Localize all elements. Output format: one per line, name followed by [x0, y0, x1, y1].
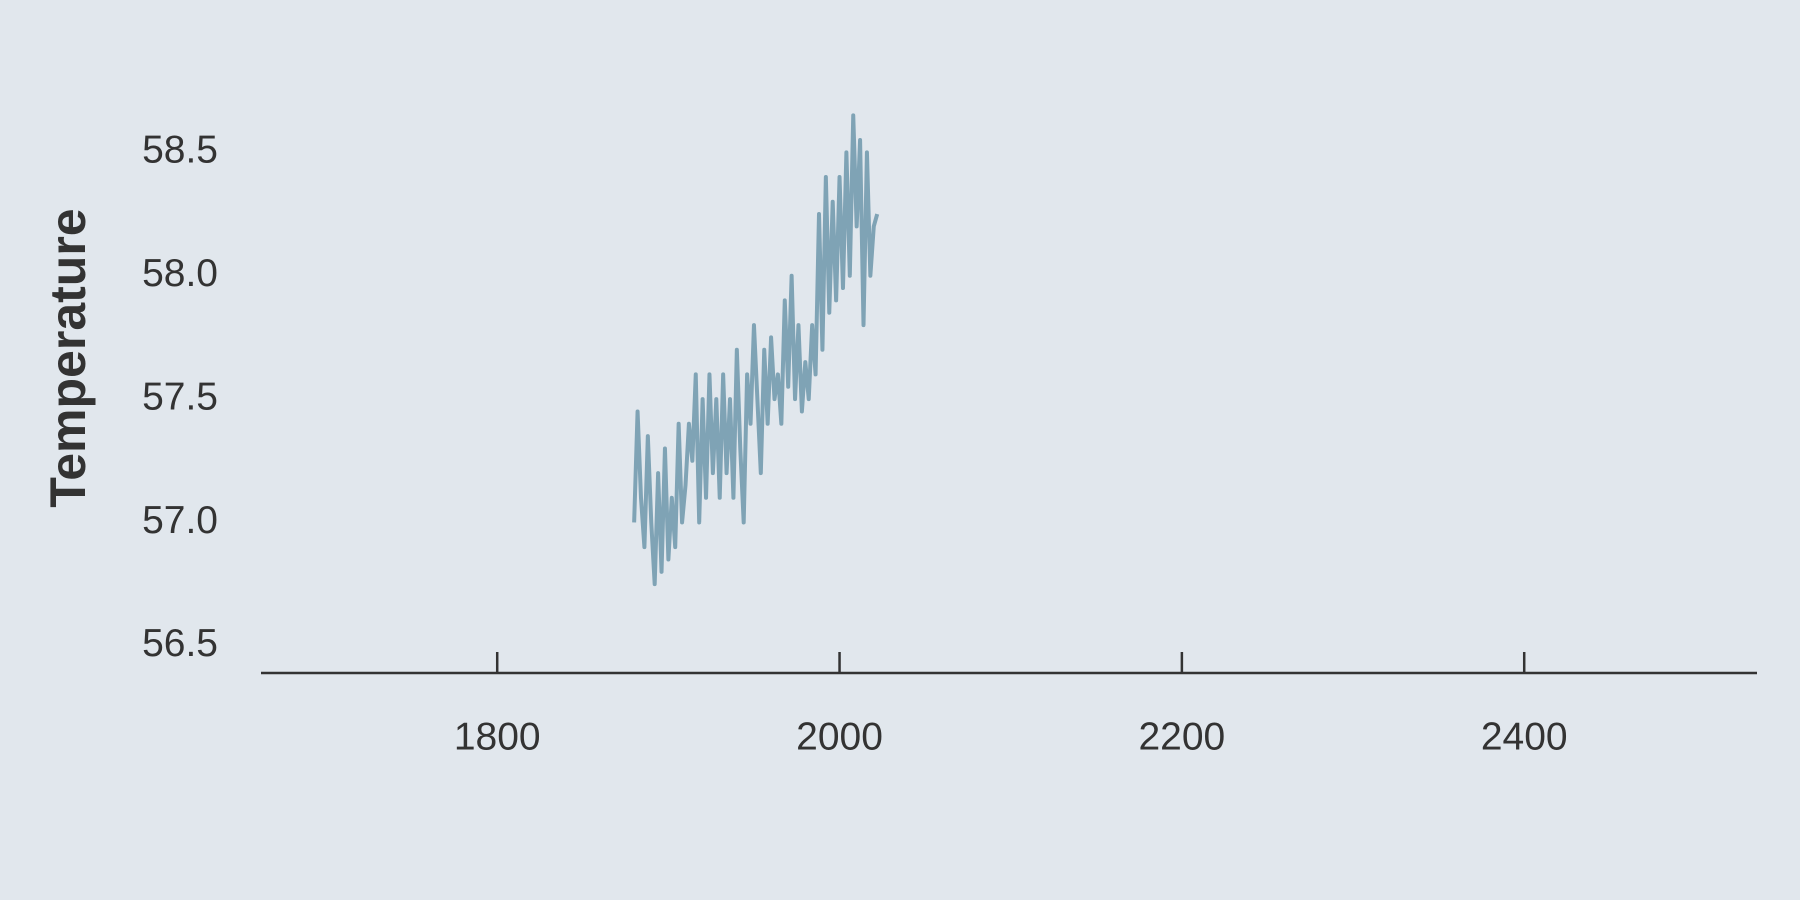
y-tick-label: 56.5: [142, 622, 218, 665]
y-tick-label: 58.5: [142, 129, 218, 172]
x-tick-label: 2000: [796, 715, 883, 758]
x-tick-label: 2200: [1138, 715, 1225, 758]
x-tick-label: 1800: [454, 715, 541, 758]
y-tick-label: 58.0: [142, 252, 218, 295]
y-tick-label: 57.5: [142, 375, 218, 418]
data-line: [632, 113, 880, 587]
x-tick-label: 2400: [1481, 715, 1568, 758]
y-tick-label: 57.0: [142, 499, 218, 542]
y-axis-label: Temperature: [40, 208, 96, 507]
